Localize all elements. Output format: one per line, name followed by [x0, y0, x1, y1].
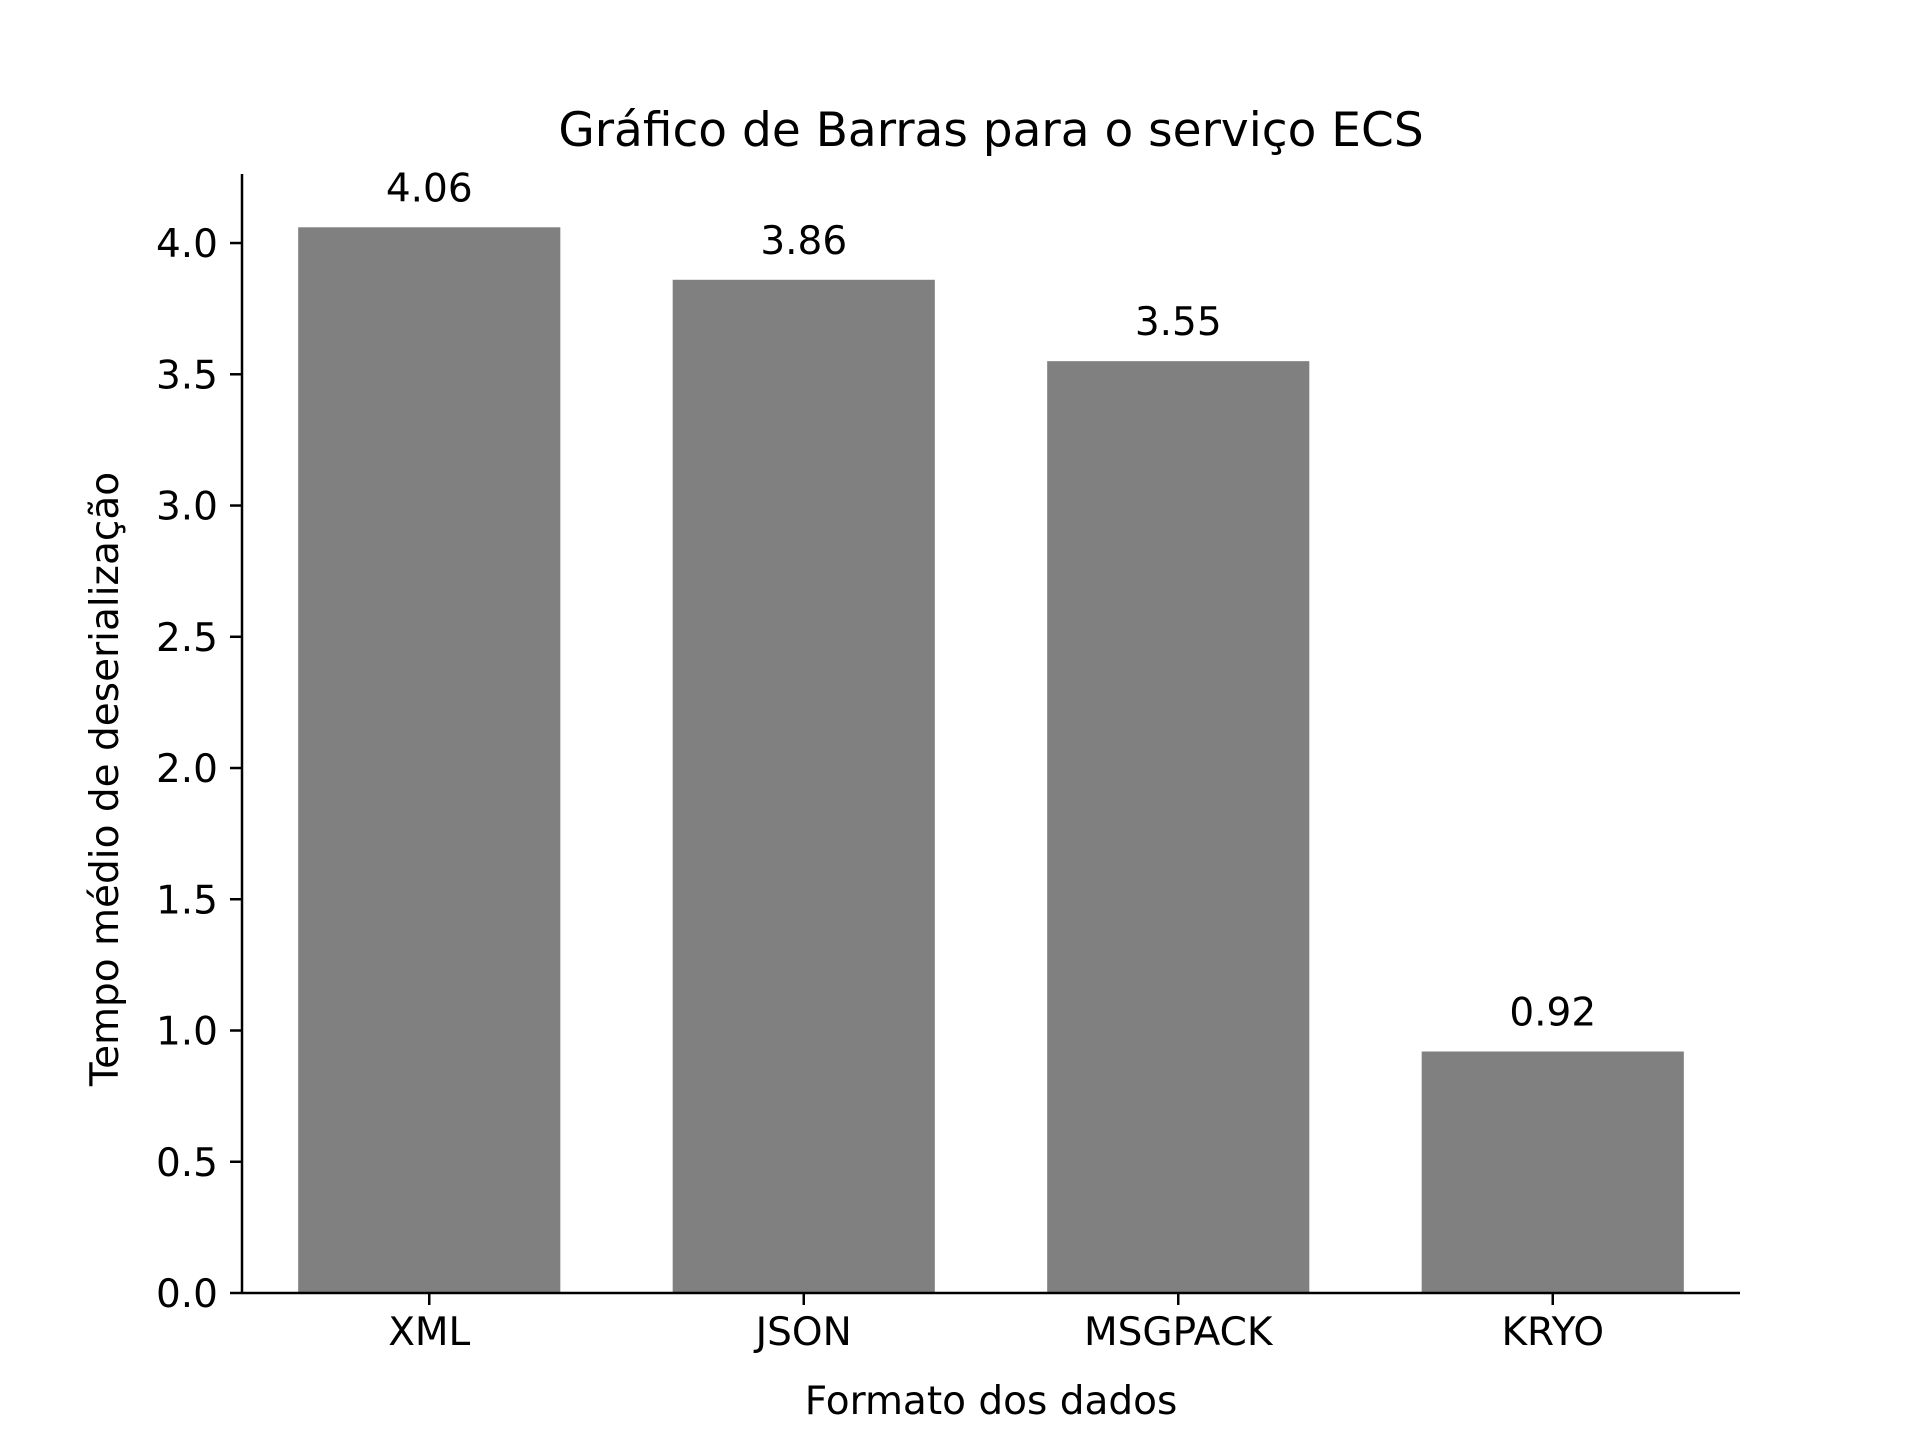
y-tick-label: 2.5 [156, 616, 218, 661]
x-tick-label: KRYO [1501, 1310, 1604, 1355]
bar-value-label: 4.06 [386, 166, 473, 211]
y-axis-label: Tempo médio de deserialização [83, 472, 128, 1087]
y-tick-label: 3.5 [156, 353, 218, 398]
y-tick-label: 0.5 [156, 1141, 218, 1186]
bar-json [672, 279, 935, 1293]
y-tick-label: 4.0 [156, 222, 218, 267]
bar-kryo [1421, 1051, 1684, 1293]
bar-value-label: 3.55 [1135, 300, 1222, 345]
y-tick-label: 3.0 [156, 485, 218, 530]
bar-value-label: 3.86 [760, 219, 847, 264]
x-tick-label: JSON [753, 1310, 852, 1355]
bar-msgpack [1047, 361, 1310, 1293]
y-axis-ticks: 0.0 0.5 1.0 1.5 2.0 2.5 3.0 3.5 4.0 [156, 222, 242, 1317]
y-tick-label: 1.0 [156, 1010, 218, 1055]
chart-title: Gráfico de Barras para o serviço ECS [558, 103, 1423, 158]
x-tick-label: MSGPACK [1084, 1310, 1274, 1355]
bar-value-labels: 4.06 3.86 3.55 0.92 [386, 166, 1596, 1035]
y-tick-label: 1.5 [156, 878, 218, 923]
bar-xml [298, 227, 561, 1293]
x-tick-label: XML [388, 1310, 470, 1355]
bar-value-label: 0.92 [1509, 991, 1596, 1036]
y-tick-label: 2.0 [156, 747, 218, 792]
y-tick-label: 0.0 [156, 1272, 218, 1317]
x-axis-ticks: XML JSON MSGPACK KRYO [388, 1293, 1604, 1355]
x-axis-label: Formato dos dados [805, 1379, 1178, 1424]
bars-group [298, 227, 1684, 1293]
